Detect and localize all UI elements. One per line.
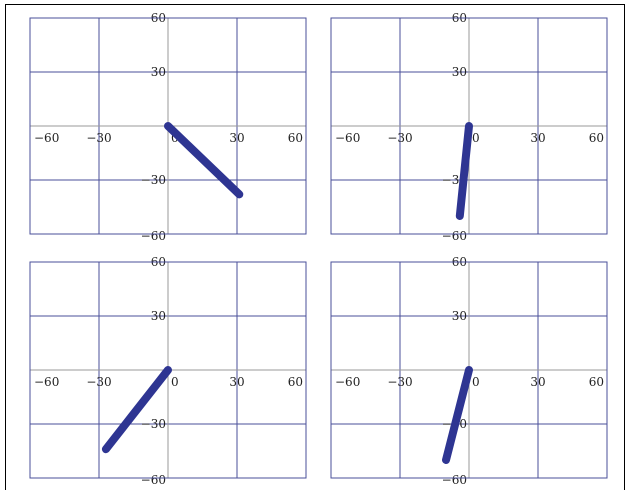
x-tick-label: −30	[86, 131, 111, 145]
figure-frame	[5, 4, 625, 490]
series-line	[455, 122, 473, 220]
x-tick-label: 30	[229, 375, 244, 389]
x-tick-label: 60	[589, 375, 604, 389]
x-tick-label: 30	[229, 131, 244, 145]
y-tick-label: 30	[452, 309, 467, 323]
series-line	[442, 366, 473, 464]
series-line	[164, 122, 244, 199]
x-tick-label: 30	[530, 375, 545, 389]
y-tick-label: 30	[151, 65, 166, 79]
x-tick-label: 60	[589, 131, 604, 145]
x-tick-label: −60	[335, 131, 360, 145]
x-tick-label: −60	[34, 131, 59, 145]
x-tick-label: 0	[472, 131, 480, 145]
x-tick-label: −30	[387, 131, 412, 145]
y-tick-label: −60	[141, 229, 166, 243]
x-tick-label: 60	[288, 375, 303, 389]
y-tick-label: 30	[452, 65, 467, 79]
x-tick-label: 60	[288, 131, 303, 145]
plot-border	[330, 17, 608, 235]
y-tick-label: −60	[442, 473, 467, 487]
plot-border	[29, 17, 307, 235]
x-tick-label: −30	[387, 375, 412, 389]
y-tick-label: 30	[151, 309, 166, 323]
x-tick-label: −30	[86, 375, 111, 389]
x-tick-label: 30	[530, 131, 545, 145]
plot-border	[330, 261, 608, 479]
y-tick-label: −30	[141, 417, 166, 431]
y-tick-label: −30	[141, 173, 166, 187]
x-tick-label: 0	[472, 375, 480, 389]
x-tick-label: −60	[335, 375, 360, 389]
y-tick-label: −60	[442, 229, 467, 243]
x-tick-label: −60	[34, 375, 59, 389]
plot-border	[29, 261, 307, 479]
y-tick-label: −60	[141, 473, 166, 487]
x-tick-label: 0	[171, 375, 179, 389]
series-line	[101, 366, 172, 454]
